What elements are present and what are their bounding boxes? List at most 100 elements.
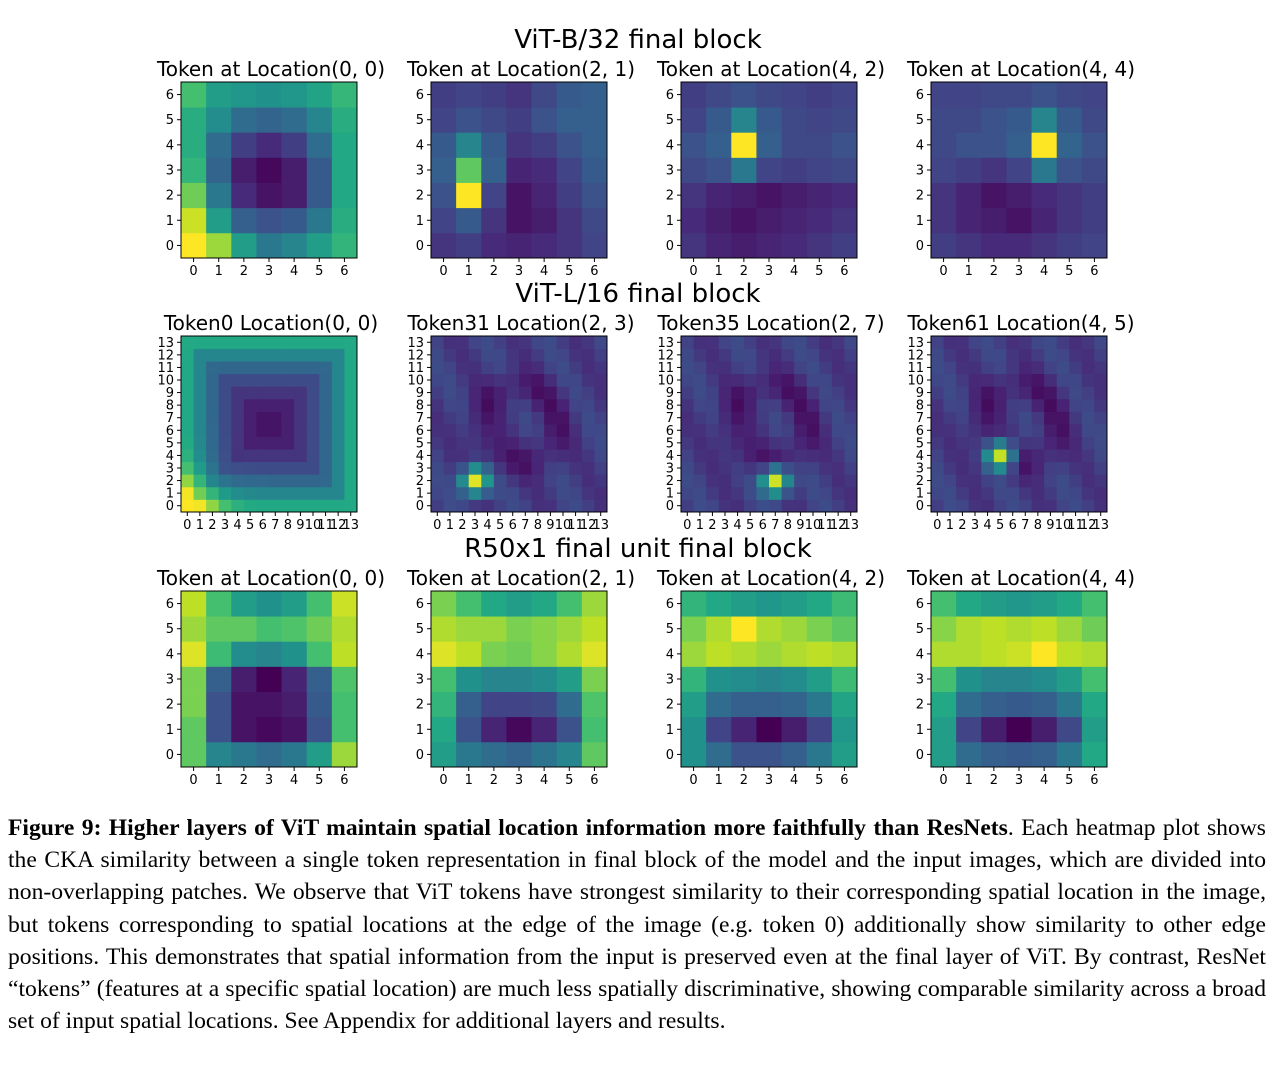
x-tick-label: 9 [546,518,554,533]
heatmap-cell [281,716,308,743]
heatmap-cell [181,411,194,425]
heatmap-cell [806,157,833,183]
heatmap-cell [294,361,308,375]
heatmap-cell [981,386,995,400]
heatmap-cell [781,411,795,425]
heatmap-cell [456,411,470,425]
heatmap-cell [1031,461,1045,475]
heatmap-cell [294,398,308,412]
heatmap-cell [981,741,1007,768]
x-tick-label: 4 [290,773,298,788]
heatmap-cell [844,424,858,437]
heatmap-cell [569,336,583,349]
heatmap-cell [956,107,982,133]
heatmap-cell [581,373,595,387]
heatmap-cell [306,348,320,362]
heatmap-cell [481,641,507,667]
heatmap-cell [519,499,532,513]
heatmap-cell [581,449,595,463]
y-tick-label: 5 [166,622,174,637]
plot-frame [430,335,608,513]
heatmap-cell [1056,591,1083,617]
heatmap-cell [806,591,833,617]
heatmap-cell [331,486,345,500]
heatmap-cell [344,348,358,362]
y-tick-label: 6 [916,597,924,612]
y-tick-label: 5 [666,113,674,128]
y-tick-label: 0 [666,499,674,514]
heatmap-cell [531,716,558,743]
heatmap-cell [1094,348,1108,362]
y-tick-label: 9 [166,386,174,401]
y-tick-label: 5 [166,436,174,451]
heatmap-cell [1056,486,1070,500]
heatmap-cell [218,411,232,425]
heatmap-cell [281,741,308,768]
heatmap-cell [306,398,320,412]
x-tick-label: 4 [483,518,491,533]
heatmap-cell [1094,424,1108,437]
heatmap-cell [544,449,558,463]
heatmap-cell [806,82,833,108]
heatmap-cell [206,107,232,133]
x-tick-label: 2 [990,264,998,279]
heatmap-cell [794,486,808,500]
heatmap-cell [706,157,732,183]
heatmap-cell [731,641,757,667]
heatmap-cell [731,474,745,488]
heatmap-cell [1006,499,1020,513]
heatmap-cell [256,449,270,463]
y-tick-label: 7 [416,411,424,426]
heatmap-cell [443,348,457,362]
heatmap-cell [181,436,194,450]
heatmap-cell [269,386,282,400]
x-tick-label: 8 [534,518,542,533]
heatmap-cell [1069,398,1083,412]
heatmap-cell [281,461,295,475]
heatmap-cell [331,132,358,158]
heatmap-cell [831,616,858,642]
heatmap-cell [706,591,732,617]
y-tick-label: 10 [907,374,924,389]
heatmap-cell [806,373,820,387]
heatmap-cell [456,373,470,387]
heatmap-cell [319,486,333,500]
x-tick-label: 6 [259,518,267,533]
heatmap-cell [769,386,782,400]
heatmap-cell [1081,157,1108,183]
heatmap-cell [443,424,457,437]
heatmap-cell [1031,207,1058,234]
heatmap-cell [456,207,482,234]
y-tick-label: 1 [166,487,174,502]
heatmap-cell [519,336,532,349]
heatmap-cell [519,449,532,463]
heatmap-cell [756,82,782,108]
heatmap-cell [456,741,482,768]
heatmap-cell [1031,641,1058,667]
heatmap-cell [481,424,495,437]
heatmap-cell [1044,398,1058,412]
x-tick-label: 5 [246,518,254,533]
heatmap-cell [506,474,520,488]
y-tick-label: 11 [407,361,424,376]
heatmap-cell [1081,641,1108,667]
x-tick-label: 1 [465,773,473,788]
y-tick-label: 0 [666,748,674,763]
y-tick-label: 5 [416,113,424,128]
heatmap-cell [718,436,732,450]
heatmap-cell [231,716,257,743]
heatmap-cell [718,398,732,412]
heatmap-cell [306,716,333,743]
heatmap-cell [531,207,558,234]
heatmap-cell [181,716,207,743]
x-tick-label: 10 [555,518,572,533]
heatmap-cell [306,207,333,234]
x-tick-label: 1 [965,264,973,279]
heatmap-cell [256,461,270,475]
heatmap-cell [693,486,707,500]
y-tick-label: 2 [916,474,924,489]
heatmap-cell [743,348,757,362]
heatmap-cell [218,436,232,450]
heatmap-cell [331,411,345,425]
heatmap-cell [806,461,820,475]
